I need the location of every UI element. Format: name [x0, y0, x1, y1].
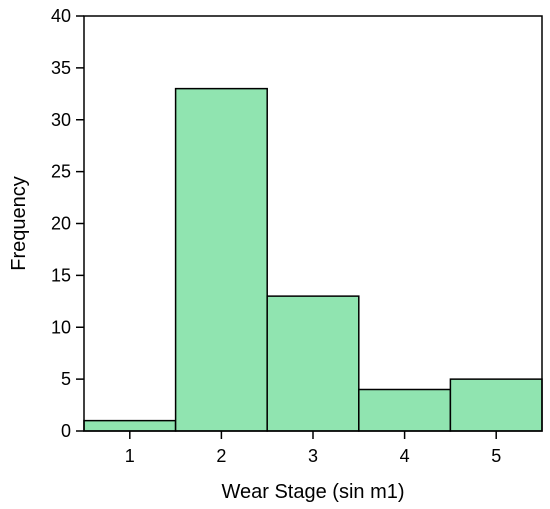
bars-group — [83, 87, 543, 432]
bar-1 — [83, 419, 177, 432]
y-tick-label: 40 — [51, 6, 71, 26]
x-tick-label: 5 — [491, 446, 501, 466]
y-tick-label: 15 — [51, 265, 71, 285]
y-axis-title: Frequency — [8, 176, 30, 271]
plot-frame — [83, 15, 543, 432]
y-tick-label: 35 — [51, 58, 71, 78]
x-tick-label: 4 — [400, 446, 410, 466]
bar-4 — [358, 388, 452, 432]
y-tick-label: 10 — [51, 317, 71, 337]
y-tick-label: 0 — [61, 421, 71, 441]
y-tick-label: 25 — [51, 162, 71, 182]
bar-2 — [174, 87, 268, 432]
bar-5 — [449, 378, 543, 432]
x-axis-ticks: 1 2 3 4 5 — [125, 431, 501, 466]
x-tick-label: 1 — [125, 446, 135, 466]
x-tick-label: 2 — [216, 446, 226, 466]
x-axis-title: Wear Stage (sin m1) — [221, 481, 404, 503]
bar-3 — [266, 295, 360, 432]
y-axis-ticks: 0 5 10 15 20 25 30 35 40 — [51, 6, 84, 441]
y-tick-label: 20 — [51, 214, 71, 234]
y-tick-label: 5 — [61, 369, 71, 389]
y-tick-label: 30 — [51, 110, 71, 130]
x-tick-label: 3 — [308, 446, 318, 466]
